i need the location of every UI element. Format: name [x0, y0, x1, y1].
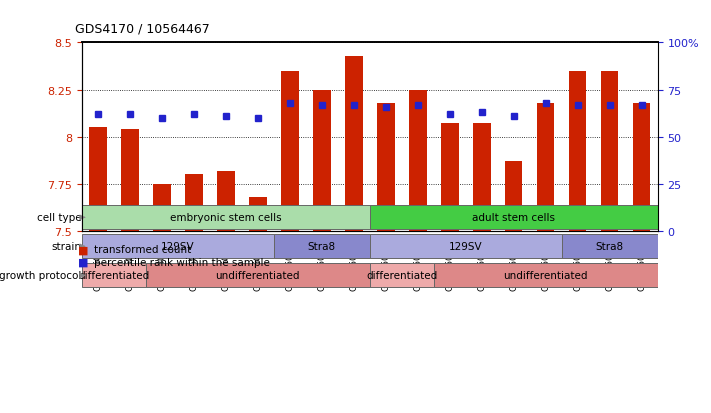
Text: undifferentiated: undifferentiated: [503, 271, 588, 281]
Text: GSM560818: GSM560818: [253, 236, 262, 291]
Text: GSM560820: GSM560820: [413, 236, 422, 291]
Text: GSM560827: GSM560827: [637, 236, 646, 291]
Text: transformed count: transformed count: [94, 245, 191, 255]
Text: GSM560816: GSM560816: [189, 236, 198, 291]
Text: GSM560823: GSM560823: [509, 236, 518, 291]
Text: Stra8: Stra8: [308, 242, 336, 252]
Bar: [153, 184, 171, 231]
Bar: [370, 206, 658, 230]
Text: differentiated: differentiated: [78, 271, 149, 281]
Bar: [274, 235, 370, 259]
Text: GSM560824: GSM560824: [541, 236, 550, 290]
Text: 129SV: 129SV: [161, 242, 195, 252]
Text: GDS4170 / 10564467: GDS4170 / 10564467: [75, 22, 210, 35]
Text: GSM560817: GSM560817: [221, 236, 230, 291]
Text: GSM560811: GSM560811: [125, 236, 134, 291]
Bar: [185, 175, 203, 231]
Text: GSM560810: GSM560810: [93, 236, 102, 291]
Text: GSM560826: GSM560826: [605, 236, 614, 291]
Bar: [409, 90, 427, 231]
Text: Stra8: Stra8: [596, 242, 624, 252]
Bar: [345, 57, 363, 231]
Bar: [370, 235, 562, 259]
Text: ■: ■: [78, 257, 89, 267]
Bar: [313, 90, 331, 231]
Text: GSM560822: GSM560822: [477, 236, 486, 290]
Text: adult stem cells: adult stem cells: [472, 213, 555, 223]
Text: GSM560815: GSM560815: [349, 236, 358, 291]
Bar: [562, 235, 658, 259]
Bar: [537, 104, 555, 231]
Text: GSM560825: GSM560825: [573, 236, 582, 291]
Bar: [217, 171, 235, 231]
Text: GSM560819: GSM560819: [381, 236, 390, 291]
Text: growth protocol: growth protocol: [0, 271, 82, 281]
Bar: [633, 104, 651, 231]
Bar: [82, 235, 274, 259]
Bar: [146, 263, 370, 288]
Bar: [121, 130, 139, 231]
Text: ■: ■: [78, 245, 89, 255]
Text: GSM560812: GSM560812: [157, 236, 166, 291]
Bar: [82, 263, 146, 288]
Bar: [370, 263, 434, 288]
Text: GSM560814: GSM560814: [317, 236, 326, 291]
Text: GSM560813: GSM560813: [285, 236, 294, 291]
Bar: [281, 71, 299, 231]
Text: 129SV: 129SV: [449, 242, 483, 252]
Text: differentiated: differentiated: [366, 271, 437, 281]
Bar: [601, 71, 619, 231]
Bar: [473, 124, 491, 231]
Bar: [569, 71, 587, 231]
Bar: [441, 124, 459, 231]
Bar: [89, 128, 107, 231]
Text: strain: strain: [52, 242, 82, 252]
Text: embryonic stem cells: embryonic stem cells: [170, 213, 282, 223]
Text: cell type: cell type: [37, 213, 82, 223]
Text: GSM560821: GSM560821: [445, 236, 454, 291]
Bar: [82, 206, 370, 230]
Text: undifferentiated: undifferentiated: [215, 271, 300, 281]
Bar: [434, 263, 658, 288]
Bar: [377, 104, 395, 231]
Bar: [505, 162, 523, 231]
Bar: [249, 197, 267, 231]
Text: percentile rank within the sample: percentile rank within the sample: [94, 257, 269, 267]
